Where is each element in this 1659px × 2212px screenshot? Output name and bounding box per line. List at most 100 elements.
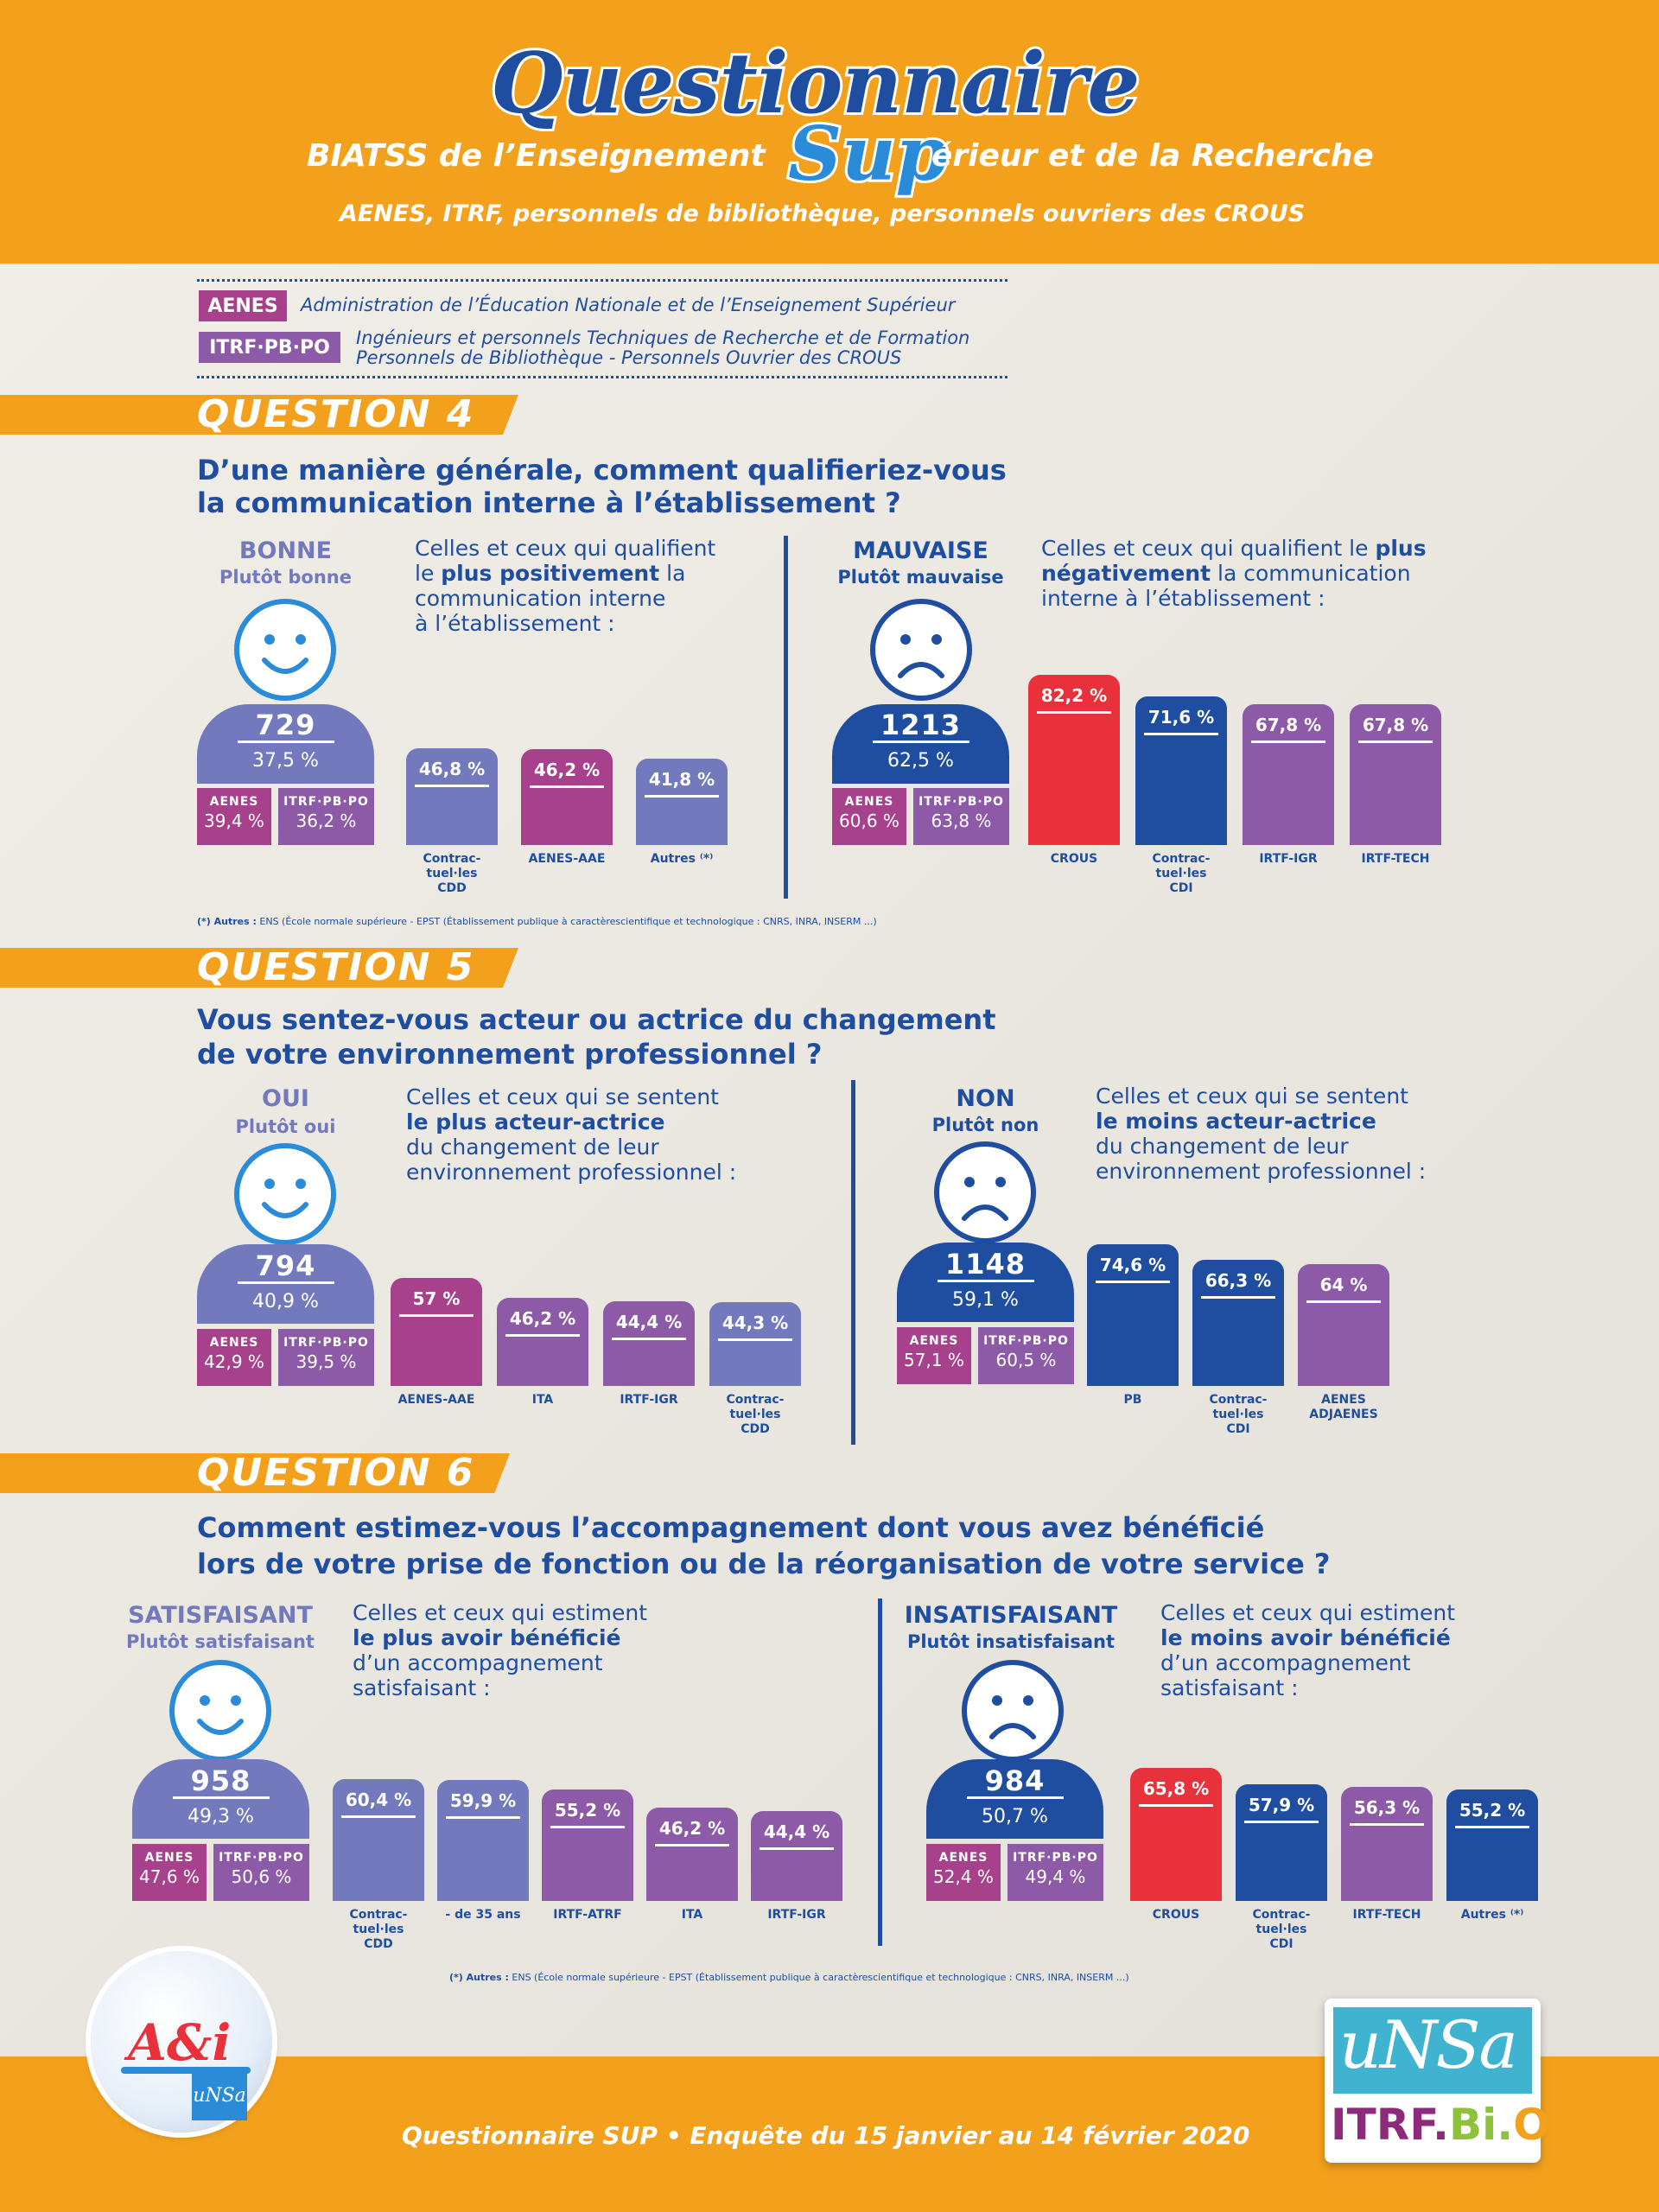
q6-footnote-b: ENS (École normale supérieure - EPST (Ét…	[508, 1972, 1129, 1983]
bar	[1446, 1789, 1538, 1901]
q6-label: QUESTION 6	[197, 1451, 475, 1495]
itrf-desc-2: Personnels de Bibliothèque - Personnels …	[356, 347, 902, 368]
bar	[646, 1808, 738, 1901]
q6-right-pct: 50,7 %	[982, 1806, 1048, 1827]
bar	[1350, 704, 1441, 845]
q6-footnote-a: (*) Autres :	[449, 1972, 509, 1983]
bar-category-label: AENES-AAE	[528, 852, 606, 866]
bar-separator	[1139, 1804, 1213, 1807]
q6-footnote: (*) Autres : ENS (École normale supérieu…	[449, 1972, 1129, 1983]
q5-left-subheading: Plutôt oui	[235, 1116, 336, 1137]
q4-band	[0, 395, 518, 435]
ai-logo-unsa: uNSa	[192, 2072, 247, 2120]
bar-value-label: 66,3 %	[1205, 1270, 1272, 1291]
q6-left-heading: SATISFAISANT	[128, 1602, 313, 1629]
bar-value-label: 67,8 %	[1255, 715, 1322, 735]
q5-smiley-icon	[234, 1143, 336, 1245]
bar-category-label: IRTF-TECH	[1352, 1908, 1421, 1922]
bar	[1135, 696, 1227, 845]
q6-right-count: 984	[984, 1764, 1046, 1797]
q6-right-desc-4: satisfaisant :	[1160, 1675, 1299, 1700]
q4-left-subheading: Plutôt bonne	[219, 567, 352, 588]
q6-right-aenes-value: 52,4 %	[933, 1866, 994, 1887]
q6-right-itrf-value: 49,4 %	[1025, 1866, 1086, 1887]
bar	[1236, 1784, 1327, 1901]
bar-value-label: 82,2 %	[1040, 685, 1108, 706]
q6-left-count: 958	[190, 1764, 251, 1797]
q6-left-itrf-label: ITRF·PB·PO	[219, 1851, 304, 1865]
bi-logo-part: Bi.	[1449, 2100, 1514, 2150]
q6-left-desc: Celles et ceux qui estiment le plus avoi…	[353, 1600, 647, 1700]
q4-left-aenes-value: 39,4 %	[204, 810, 264, 831]
q4-left-desc-2a: le	[415, 561, 442, 586]
q4-frowny-icon	[870, 599, 972, 701]
q6-left-aenes-box: AENES 47,6 %	[132, 1844, 207, 1901]
ai-logo-text: A&i	[127, 2012, 232, 2073]
q6-left-subheading: Plutôt satisfaisant	[126, 1631, 315, 1652]
bar-category-label: Contrac- tuel·les CDD	[726, 1393, 785, 1436]
q4-left-itrf-label: ITRF·PB·PO	[283, 795, 369, 809]
q6-right-desc-1: Celles et ceux qui estiment	[1160, 1600, 1456, 1625]
bar	[497, 1298, 588, 1386]
q6-left-desc-1: Celles et ceux qui estiment	[353, 1600, 648, 1625]
header-subtitle-left: BIATSS de l’Enseignement	[307, 138, 766, 174]
q5-left-desc-1: Celles et ceux qui se sentent	[406, 1084, 719, 1109]
q6-divider	[878, 1599, 882, 1946]
bar	[603, 1301, 695, 1386]
q5-left-desc-3: du changement de leur	[406, 1135, 659, 1160]
bar	[521, 749, 613, 845]
bar-value-label: 55,2 %	[554, 1800, 621, 1821]
bar-value-label: 57 %	[412, 1288, 461, 1309]
q4-left-itrf-box: ITRF·PB·PO 36,2 %	[278, 788, 374, 845]
q5-left-aenes-value: 42,9 %	[204, 1351, 264, 1372]
q6-band	[0, 1453, 510, 1493]
q4-left-itrf-value: 36,2 %	[296, 810, 357, 831]
bar	[437, 1780, 529, 1901]
legend-top-line	[197, 279, 1007, 282]
bar	[709, 1302, 801, 1386]
q6-left-itrf-box: ITRF·PB·PO 50,6 %	[213, 1844, 309, 1901]
q5-left-pct: 40,9 %	[252, 1291, 319, 1313]
q5-left-itrf-label: ITRF·PB·PO	[283, 1336, 369, 1350]
bar-separator	[1455, 1826, 1529, 1828]
q5-right-desc-4: environnement professionnel :	[1096, 1159, 1427, 1184]
q4-footnote-a: (*) Autres :	[197, 916, 257, 927]
q5-left-heading: OUI	[262, 1085, 309, 1112]
q4-left-desc-1: Celles et ceux qui qualifient	[415, 536, 716, 561]
q5-right-pct: 59,1 %	[952, 1289, 1019, 1311]
legend-bottom-line	[197, 376, 1007, 378]
bar	[636, 759, 728, 845]
bar-value-label: 65,8 %	[1142, 1778, 1210, 1799]
bar-category-label: IRTF-IGR	[767, 1908, 826, 1922]
q4-right-heading: MAUVAISE	[853, 537, 988, 564]
q4-left-desc: Celles et ceux qui qualifient le plus po…	[415, 536, 715, 636]
q5-band	[0, 948, 518, 988]
q5-right-itrf-label: ITRF·PB·PO	[983, 1334, 1069, 1348]
q5-right-aenes-box: AENES 57,1 %	[897, 1327, 971, 1384]
q4-left-desc-2b: plus positivement	[441, 561, 660, 586]
aenes-tag: AENES	[199, 290, 287, 321]
q4-divider	[784, 536, 788, 899]
bar	[1087, 1244, 1179, 1386]
q4-left-heading: BONNE	[238, 537, 333, 564]
bar-separator	[1306, 1300, 1381, 1303]
bar-separator	[1350, 1823, 1424, 1826]
bar-separator	[415, 785, 489, 787]
q4-right-aenes-box: AENES 60,6 %	[832, 788, 906, 845]
q4-left-count: 729	[255, 709, 316, 741]
q6-question-line2: lors de votre prise de fonction ou de la…	[197, 1548, 1331, 1580]
o-logo-part: O	[1513, 2100, 1550, 2150]
q5-right-sep	[938, 1280, 1034, 1282]
bar	[1341, 1787, 1433, 1901]
q4-right-itrf-box: ITRF·PB·PO 63,8 %	[913, 788, 1009, 845]
bar-separator	[760, 1847, 834, 1850]
q5-left-desc-4: environnement professionnel :	[406, 1160, 737, 1185]
bar-value-label: 57,9 %	[1248, 1795, 1315, 1815]
itrfbio-logo-text: ITRF.Bi.O	[1331, 2100, 1550, 2150]
q5-left-aenes-box: AENES 42,9 %	[197, 1329, 271, 1386]
aenes-desc: Administration de l’Éducation Nationale …	[301, 295, 956, 315]
bar-category-label: IRTF-ATRF	[553, 1908, 622, 1922]
bar-category-label: - de 35 ans	[445, 1908, 521, 1922]
bar-category-label: AENES-AAE	[397, 1393, 475, 1407]
q5-left-sep	[238, 1281, 334, 1284]
